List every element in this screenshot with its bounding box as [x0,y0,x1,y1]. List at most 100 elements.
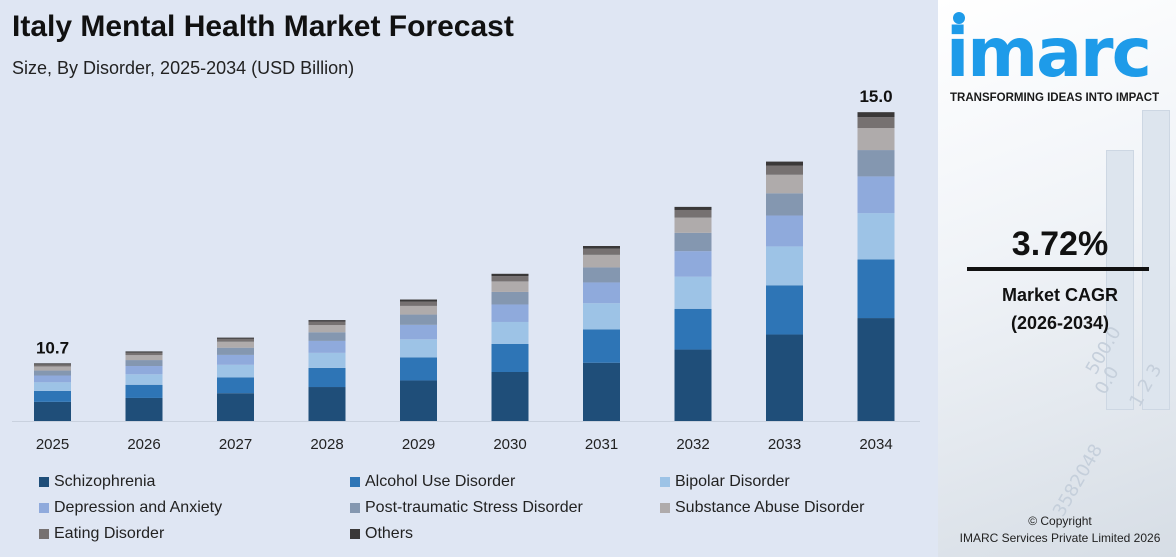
bar-segment-post-traumatic-stress-disorder-2025 [34,370,71,376]
logo-dot-icon [953,12,965,24]
legend-item-bipolar-disorder: Bipolar Disorder [660,472,790,492]
bar-segment-eating-disorder-2029 [400,301,437,306]
bar-segment-depression-and-anxiety-2030 [491,304,529,322]
bar-segment-depression-and-anxiety-2027 [217,354,254,365]
legend-item-alcohol-use-disorder: Alcohol Use Disorder [350,472,515,492]
bar-segment-schizophrenia-2033 [766,334,803,421]
bar-segment-bipolar-disorder-2029 [400,339,437,358]
bar-segment-bipolar-disorder-2025 [34,382,71,391]
bar-segment-schizophrenia-2031 [583,362,620,421]
bar-segment-alcohol-use-disorder-2030 [491,344,529,372]
bar-segment-others-2033 [766,161,803,166]
decorative-bar [1106,150,1134,410]
bar-segment-post-traumatic-stress-disorder-2028 [308,332,346,341]
bar-segment-post-traumatic-stress-disorder-2033 [766,193,803,216]
bar-segment-depression-and-anxiety-2028 [308,340,346,353]
bar-segment-depression-and-anxiety-2033 [766,215,803,247]
bar-segment-alcohol-use-disorder-2027 [217,377,254,394]
legend-item-substance-abuse-disorder: Substance Abuse Disorder [660,498,864,518]
bar-segment-depression-and-anxiety-2031 [583,282,620,304]
chart-subtitle: Size, By Disorder, 2025-2034 (USD Billio… [12,58,355,78]
bar-segment-others-2027 [217,337,254,339]
legend-item-depression-and-anxiety: Depression and Anxiety [39,498,222,518]
bar-segment-schizophrenia-2028 [308,387,346,421]
bar-segment-bipolar-disorder-2028 [308,352,346,368]
bar-segment-bipolar-disorder-2030 [491,321,529,344]
bar-segment-alcohol-use-disorder-2034 [857,259,895,319]
bar-segment-eating-disorder-2034 [857,117,895,129]
bar-segment-alcohol-use-disorder-2033 [766,285,803,335]
x-tick-label: 2033 [768,436,801,453]
bar-segment-schizophrenia-2026 [125,397,163,421]
legend-label: Eating Disorder [54,525,165,542]
bar-segment-depression-and-anxiety-2029 [400,324,437,340]
legend-label: Schizophrenia [54,473,156,490]
bar-segment-eating-disorder-2026 [125,352,163,356]
bar-segment-eating-disorder-2032 [674,209,712,218]
bar-segment-eating-disorder-2033 [766,165,803,175]
x-tick-label: 2034 [859,436,892,453]
bar-segment-bipolar-disorder-2033 [766,246,803,286]
bar-segment-eating-disorder-2028 [308,321,346,326]
cagr-value: 3.72% [1011,225,1109,263]
legend-swatch [350,477,360,487]
cagr-period: (2026-2034) [1010,313,1110,333]
bar-total-label: 10.7 [36,338,69,357]
x-tick-label: 2025 [36,436,69,453]
copyright-text: © Copyright [1028,514,1092,528]
bar-segment-alcohol-use-disorder-2026 [125,384,163,398]
cagr-divider [967,267,1149,271]
bar-segment-substance-abuse-disorder-2025 [34,366,71,371]
bar-segment-post-traumatic-stress-disorder-2029 [400,314,437,325]
legend-swatch [39,503,49,513]
bar-segment-schizophrenia-2030 [491,372,529,421]
bar-segment-eating-disorder-2030 [491,276,529,282]
legend-item-post-traumatic-stress-disorder: Post-traumatic Stress Disorder [350,498,583,518]
bar-segment-substance-abuse-disorder-2032 [674,217,712,233]
bar-segment-depression-and-anxiety-2032 [674,251,712,277]
legend-label: Post-traumatic Stress Disorder [365,499,583,516]
copyright-holder: IMARC Services Private Limited 2026 [959,531,1161,545]
bar-segment-substance-abuse-disorder-2028 [308,325,346,333]
decorative-bar [1142,110,1170,410]
legend-item-schizophrenia: Schizophrenia [39,472,155,492]
bar-segment-alcohol-use-disorder-2025 [34,390,71,402]
bar-segment-schizophrenia-2029 [400,380,437,421]
legend-item-others: Others [350,524,413,544]
bar-segment-others-2028 [308,320,346,322]
bar-segment-depression-and-anxiety-2025 [34,375,71,383]
bar-segment-depression-and-anxiety-2034 [857,176,895,214]
legend-swatch [660,477,670,487]
legend-label: Bipolar Disorder [675,473,790,490]
chart-panel: Italy Mental Health Market Forecast Size… [0,0,938,557]
x-tick-label: 2032 [676,436,709,453]
bar-segment-post-traumatic-stress-disorder-2027 [217,347,254,355]
x-tick-label: 2028 [310,436,343,453]
bar-segment-alcohol-use-disorder-2032 [674,308,712,350]
legend-label: Alcohol Use Disorder [365,473,516,490]
bar-segment-alcohol-use-disorder-2029 [400,357,437,381]
legend-swatch [39,529,49,539]
bar-segment-others-2026 [125,351,163,353]
legend-swatch [39,477,49,487]
bar-segment-post-traumatic-stress-disorder-2030 [491,291,529,305]
bar-segment-others-2029 [400,299,437,302]
chart-title: Italy Mental Health Market Forecast [12,10,514,43]
bar-segment-depression-and-anxiety-2026 [125,366,163,375]
bar-segment-schizophrenia-2025 [34,401,71,421]
legend-swatch [660,503,670,513]
bar-segment-substance-abuse-disorder-2029 [400,305,437,315]
x-tick-label: 2030 [493,436,526,453]
x-tick-label: 2026 [127,436,160,453]
bar-segment-substance-abuse-disorder-2026 [125,355,163,361]
bar-segment-eating-disorder-2031 [583,248,620,255]
bar-segment-schizophrenia-2032 [674,349,712,421]
bar-segment-others-2032 [674,206,712,210]
bar-total-label: 15.0 [859,87,892,106]
bar-segment-eating-disorder-2027 [217,338,254,342]
logo-tagline: TRANSFORMING IDEAS INTO IMPACT [950,92,1160,104]
bar-segment-eating-disorder-2025 [34,364,71,367]
legend-label: Others [365,525,414,542]
bar-segment-schizophrenia-2027 [217,393,254,421]
bar-segment-post-traumatic-stress-disorder-2032 [674,232,712,252]
